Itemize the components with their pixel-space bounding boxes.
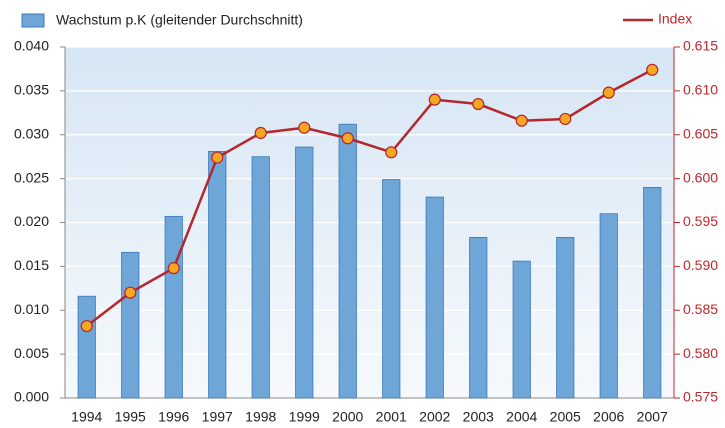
bar: [77, 295, 96, 399]
y-tick-label: 0.005: [14, 345, 49, 361]
x-tick-label: 2001: [376, 409, 407, 425]
x-tick-label: 2005: [550, 409, 581, 425]
bar: [208, 151, 227, 399]
y-tick-label: 0.025: [14, 169, 49, 185]
marker: [80, 319, 93, 333]
x-tick-label: 1995: [115, 409, 146, 425]
y2-tick-label: 0.605: [683, 125, 718, 141]
y2-tick-label: 0.585: [683, 301, 718, 317]
line: [85, 68, 653, 328]
legend-label: Index: [658, 11, 692, 27]
x-tick-label: 1998: [245, 409, 276, 425]
x-tick-label: 2003: [463, 409, 494, 425]
marker: [211, 151, 224, 164]
bar: [643, 186, 662, 399]
bar: [164, 215, 183, 399]
x-tick-label: 1996: [158, 409, 189, 425]
marker: [515, 114, 528, 127]
y-tick-label: 0.035: [14, 82, 49, 98]
y-tick-label: 0.015: [14, 257, 49, 273]
y2-tick-label: 0.580: [683, 345, 718, 361]
y2-tick-label: 0.610: [683, 82, 718, 98]
x-tick-label: 2007: [637, 409, 668, 425]
x-tick-label: 2004: [506, 409, 537, 425]
bar: [512, 260, 531, 399]
y2-tick-label: 0.590: [683, 257, 718, 273]
marker: [472, 97, 485, 111]
bar: [121, 251, 140, 399]
bar: [599, 213, 618, 399]
x-tick-label: 1999: [289, 409, 320, 425]
marker: [167, 262, 180, 275]
y2-tick-label: 0.615: [683, 38, 718, 54]
marker: [341, 132, 354, 145]
marker: [646, 63, 659, 76]
bar: [338, 123, 357, 399]
x-tick-label: 1997: [202, 409, 233, 425]
marker: [298, 121, 311, 134]
y2-tick-label: 0.595: [683, 213, 718, 229]
y-tick-label: 0.000: [14, 389, 49, 405]
y-tick-label: 0.010: [14, 301, 49, 317]
bar: [295, 146, 314, 399]
legend-swatch: [21, 13, 45, 28]
x-tick-label: 2000: [332, 409, 363, 425]
bar: [251, 156, 270, 399]
y2-tick-label: 0.600: [683, 169, 718, 185]
x-tick-label: 1994: [71, 409, 102, 425]
bar: [556, 237, 575, 399]
y-tick-label: 0.020: [14, 213, 49, 229]
marker: [602, 86, 615, 99]
marker: [428, 93, 441, 106]
bar: [469, 237, 488, 399]
marker: [254, 126, 267, 140]
legend-label: Wachstum p.K (gleitender Durchschnitt): [56, 12, 303, 28]
x-tick-label: 2006: [593, 409, 624, 425]
bar: [425, 196, 444, 399]
marker: [559, 112, 572, 126]
y-tick-label: 0.030: [14, 125, 49, 141]
y2-tick-label: 0.575: [683, 389, 718, 405]
marker: [124, 286, 137, 299]
marker: [385, 146, 398, 159]
x-tick-label: 2002: [419, 409, 450, 425]
bar: [382, 179, 401, 399]
y-tick-label: 0.040: [14, 38, 49, 54]
